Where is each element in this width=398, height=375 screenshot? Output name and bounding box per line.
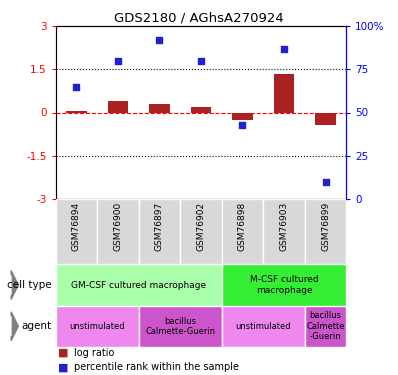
- Bar: [222, 264, 346, 306]
- Text: bacillus
Calmette-Guerin: bacillus Calmette-Guerin: [145, 316, 215, 336]
- FancyArrow shape: [11, 312, 18, 340]
- Text: ■: ■: [58, 363, 68, 372]
- Bar: [149, 104, 170, 112]
- Text: unstimulated: unstimulated: [69, 322, 125, 331]
- Text: GSM76902: GSM76902: [197, 202, 205, 251]
- Point: [322, 178, 329, 184]
- Text: percentile rank within the sample: percentile rank within the sample: [74, 363, 239, 372]
- Bar: [139, 306, 222, 347]
- Point: [73, 84, 80, 90]
- Text: ■: ■: [58, 348, 68, 357]
- Text: GSM76903: GSM76903: [279, 202, 289, 251]
- Text: agent: agent: [21, 321, 52, 331]
- Text: GDS2180 / AGhsA270924: GDS2180 / AGhsA270924: [114, 11, 284, 24]
- Bar: [305, 199, 346, 264]
- Text: GM-CSF cultured macrophage: GM-CSF cultured macrophage: [71, 280, 206, 290]
- Bar: [97, 199, 139, 264]
- Bar: [273, 74, 295, 112]
- Bar: [305, 306, 346, 347]
- Bar: [315, 112, 336, 125]
- Bar: [180, 199, 222, 264]
- Point: [156, 37, 163, 43]
- Bar: [139, 199, 180, 264]
- Text: M-CSF cultured
macrophage: M-CSF cultured macrophage: [250, 275, 318, 295]
- Text: cell type: cell type: [7, 280, 52, 290]
- Text: log ratio: log ratio: [74, 348, 114, 357]
- Bar: [56, 306, 139, 347]
- Text: GSM76897: GSM76897: [155, 202, 164, 251]
- Text: unstimulated: unstimulated: [236, 322, 291, 331]
- Bar: [56, 199, 97, 264]
- Bar: [263, 199, 305, 264]
- Bar: [66, 111, 87, 112]
- Bar: [56, 264, 222, 306]
- Point: [115, 58, 121, 64]
- Bar: [107, 101, 128, 112]
- Bar: [191, 107, 211, 112]
- Text: GSM76899: GSM76899: [321, 202, 330, 251]
- Point: [198, 58, 204, 64]
- Text: GSM76898: GSM76898: [238, 202, 247, 251]
- Text: GSM76894: GSM76894: [72, 202, 81, 251]
- Point: [239, 122, 246, 128]
- Text: bacillus
Calmette
-Guerin: bacillus Calmette -Guerin: [306, 311, 345, 341]
- FancyArrow shape: [11, 271, 18, 299]
- Text: GSM76900: GSM76900: [113, 202, 123, 251]
- Bar: [222, 199, 263, 264]
- Bar: [222, 306, 305, 347]
- Bar: [232, 112, 253, 120]
- Point: [281, 46, 287, 52]
